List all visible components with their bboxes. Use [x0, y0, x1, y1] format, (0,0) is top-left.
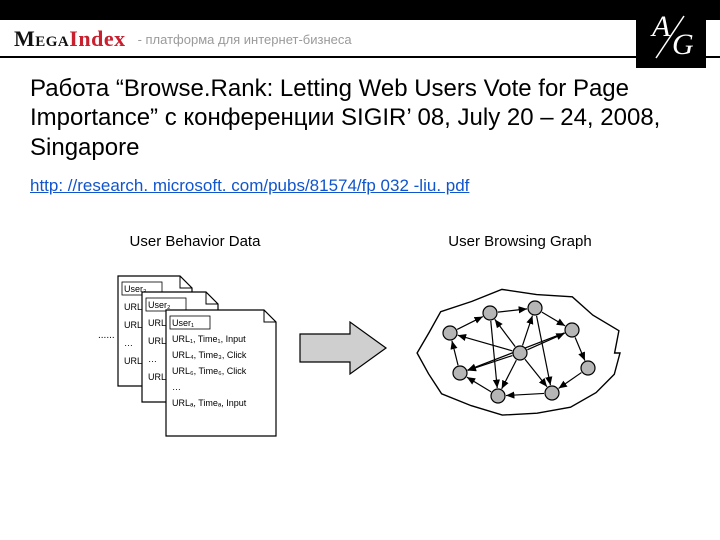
- svg-text:......: ......: [98, 330, 115, 341]
- svg-text:URL₄, Time₃, Click: URL₄, Time₃, Click: [172, 350, 247, 360]
- svg-text:…: …: [172, 382, 181, 392]
- brand-tagline: - платформа для интернет-бизнеса: [138, 32, 352, 47]
- svg-text:…: …: [124, 338, 133, 348]
- svg-text:G: G: [672, 28, 694, 61]
- top-black-bar: [0, 0, 720, 20]
- svg-text:User₂: User₂: [148, 300, 171, 310]
- svg-text:…: …: [148, 354, 157, 364]
- ag-badge: A G: [636, 2, 706, 68]
- header: MegaIndex - платформа для интернет-бизне…: [0, 20, 720, 54]
- brand-logo: MegaIndex: [14, 26, 126, 52]
- left-diagram-label: User Behavior Data: [130, 233, 262, 250]
- svg-text:URL₆, Time₆, Click: URL₆, Time₆, Click: [172, 366, 247, 376]
- slide-title: Работа “Browse.Rank: Letting Web Users V…: [30, 74, 690, 162]
- right-diagram-label: User Browsing Graph: [448, 233, 591, 250]
- brand-part-2: Index: [69, 26, 125, 51]
- svg-text:URLₐ, Timeₐ, Input: URLₐ, Timeₐ, Input: [172, 398, 247, 408]
- flow-arrow: [300, 322, 386, 374]
- svg-text:A: A: [650, 10, 671, 43]
- slide-content: Работа “Browse.Rank: Letting Web Users V…: [0, 58, 720, 458]
- svg-text:User₁: User₁: [172, 318, 194, 328]
- svg-text:URL₁, Time₁, Input: URL₁, Time₁, Input: [172, 334, 246, 344]
- brand-part-1: Mega: [14, 26, 69, 51]
- diagram: User Behavior Data User Browsing Graph Use…: [90, 218, 630, 448]
- paper-link[interactable]: http: //research. microsoft. com/pubs/81…: [30, 176, 690, 196]
